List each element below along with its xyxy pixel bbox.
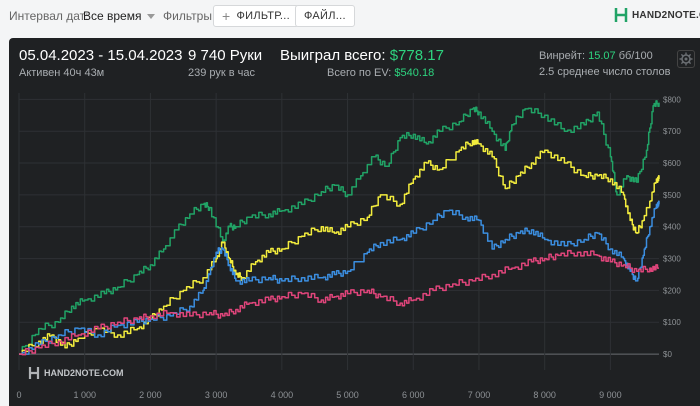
file-button[interactable]: ФАЙЛ... [295, 5, 355, 27]
x-tick-label: 4 000 [271, 390, 294, 400]
winrate-value: 15.07 [588, 50, 616, 62]
y-tick-label: $400 [663, 223, 681, 232]
graph-panel: 05.04.2023 - 15.04.2023 Активен 40ч 43м … [9, 38, 700, 406]
series-line-2 [19, 200, 660, 355]
interval-select[interactable]: Все время [83, 9, 156, 23]
y-tick-label: $0 [663, 350, 672, 359]
winrate-unit: бб/100 [618, 50, 653, 62]
x-tick-label: 3 000 [205, 390, 228, 400]
active-time: Активен 40ч 43м [19, 67, 105, 79]
won-label: Выиграл всего: [280, 47, 386, 64]
avg-tables: 2.5 среднее число столов [539, 66, 671, 78]
watermark-logo: HAND2NOTE.COM [28, 366, 124, 380]
x-tick-label: 5 000 [336, 390, 359, 400]
watermark-text: HAND2NOTE.COM [44, 368, 124, 378]
hands-count: 9 740 Руки [188, 47, 263, 64]
gear-icon [679, 52, 693, 66]
x-tick-label: 6 000 [402, 390, 425, 400]
y-tick-label: $100 [663, 318, 681, 327]
settings-button[interactable] [677, 50, 695, 68]
x-tick-label: 7 000 [468, 390, 491, 400]
y-tick-label: $800 [663, 95, 681, 104]
brand-logo: HAND2NOTE.COM [614, 7, 700, 23]
y-tick-label: $200 [663, 286, 681, 295]
chevron-down-icon [147, 13, 156, 19]
won-value: $778.17 [389, 47, 444, 64]
winrate: Винрейт: 15.07 бб/100 [539, 50, 653, 62]
y-tick-label: $500 [663, 191, 681, 200]
ev-label: Всего по EV: [327, 67, 392, 79]
hands-rate: 239 рук в час [188, 67, 256, 79]
won-total: Выиграл всего: $778.17 [280, 47, 444, 64]
file-button-label: ФАЙЛ... [304, 10, 346, 22]
x-tick-label: 8 000 [533, 390, 556, 400]
interval-value: Все время [83, 9, 142, 23]
date-range: 05.04.2023 - 15.04.2023 [19, 47, 183, 64]
plus-icon: + [222, 8, 231, 24]
filters-label: Фильтры: [163, 9, 216, 23]
y-tick-label: $300 [663, 255, 681, 264]
x-tick-label: 9 000 [599, 390, 622, 400]
hand2note-logo-icon [28, 367, 40, 379]
x-tick-label: 2 000 [139, 390, 162, 400]
filter-button[interactable]: + ФИЛЬТР... [213, 5, 299, 27]
x-tick-label: 1 000 [73, 390, 96, 400]
interval-label: Интервал дат: [9, 9, 89, 23]
hand2note-logo-icon [614, 8, 628, 22]
winrate-label: Винрейт: [539, 50, 586, 62]
x-tick-label: 0 [16, 390, 21, 400]
top-toolbar: Интервал дат: Все время Фильтры: + ФИЛЬТ… [0, 0, 700, 34]
ev-value: $540.18 [394, 67, 435, 79]
ev-total: Всего по EV: $540.18 [327, 67, 434, 79]
brand-name: HAND2NOTE.COM [632, 9, 700, 21]
series-line-3 [19, 249, 659, 356]
profit-chart: 0 1 000 2 000 3 000 4 000 5 000 6 000 7 000 8 00… [16, 93, 681, 400]
y-tick-label: $700 [663, 127, 681, 136]
filter-button-label: ФИЛЬТР... [236, 10, 290, 22]
y-tick-label: $600 [663, 159, 681, 168]
series-line-0 [19, 100, 660, 355]
